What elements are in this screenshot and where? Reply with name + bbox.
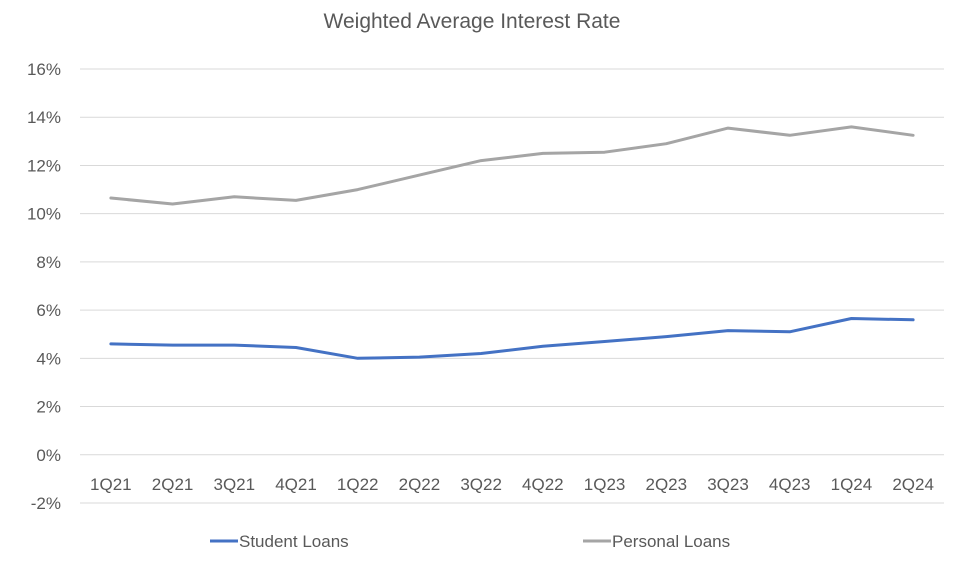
x-tick-label: 3Q22 bbox=[460, 475, 502, 494]
y-tick-label: 4% bbox=[36, 349, 61, 368]
y-tick-label: 14% bbox=[27, 108, 61, 127]
y-tick-label: 2% bbox=[36, 398, 61, 417]
x-tick-label: 1Q23 bbox=[584, 475, 626, 494]
x-tick-label: 3Q21 bbox=[213, 475, 255, 494]
series-line-student-loans bbox=[109, 317, 915, 360]
y-tick-label: -2% bbox=[31, 494, 61, 513]
x-tick-label: 3Q23 bbox=[707, 475, 749, 494]
x-tick-label: 1Q24 bbox=[831, 475, 873, 494]
x-tick-label: 4Q23 bbox=[769, 475, 811, 494]
x-tick-label: 1Q22 bbox=[337, 475, 379, 494]
x-tick-label: 2Q21 bbox=[152, 475, 194, 494]
series-lines bbox=[109, 125, 915, 360]
x-tick-label: 2Q24 bbox=[892, 475, 934, 494]
x-tick-label: 2Q23 bbox=[645, 475, 687, 494]
x-tick-label: 2Q22 bbox=[399, 475, 441, 494]
y-axis-tick-labels: -2% 0% 2% 4% 6% 8% 10% 12% 14% 16% bbox=[27, 60, 61, 513]
y-tick-label: 10% bbox=[27, 205, 61, 224]
series-line-personal-loans bbox=[109, 125, 915, 206]
legend-label-student-loans: Student Loans bbox=[239, 532, 349, 551]
x-tick-label: 4Q22 bbox=[522, 475, 564, 494]
x-tick-label: 1Q21 bbox=[90, 475, 132, 494]
y-tick-label: 6% bbox=[36, 301, 61, 320]
chart-title: Weighted Average Interest Rate bbox=[324, 10, 621, 33]
gridlines bbox=[80, 68, 944, 504]
x-tick-label: 4Q21 bbox=[275, 475, 317, 494]
legend-label-personal-loans: Personal Loans bbox=[612, 532, 730, 551]
legend: Student Loans Personal Loans bbox=[210, 532, 730, 551]
y-tick-label: 0% bbox=[36, 446, 61, 465]
y-tick-label: 16% bbox=[27, 60, 61, 79]
y-tick-label: 12% bbox=[27, 156, 61, 175]
y-tick-label: 8% bbox=[36, 253, 61, 272]
x-axis-tick-labels: 1Q21 2Q21 3Q21 4Q21 1Q22 2Q22 3Q22 4Q22 1Q23 2Q23… bbox=[90, 475, 934, 494]
